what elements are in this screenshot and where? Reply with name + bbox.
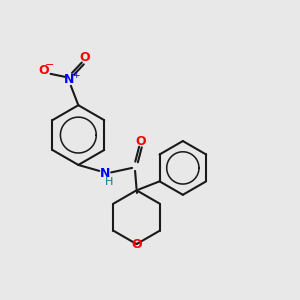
Text: −: − <box>45 61 55 70</box>
Text: H: H <box>105 177 113 187</box>
Text: +: + <box>72 71 79 80</box>
Text: O: O <box>39 64 49 77</box>
Text: O: O <box>131 238 142 250</box>
Text: N: N <box>64 73 75 86</box>
Text: N: N <box>100 167 110 180</box>
Text: O: O <box>79 51 90 64</box>
Text: O: O <box>136 134 146 148</box>
